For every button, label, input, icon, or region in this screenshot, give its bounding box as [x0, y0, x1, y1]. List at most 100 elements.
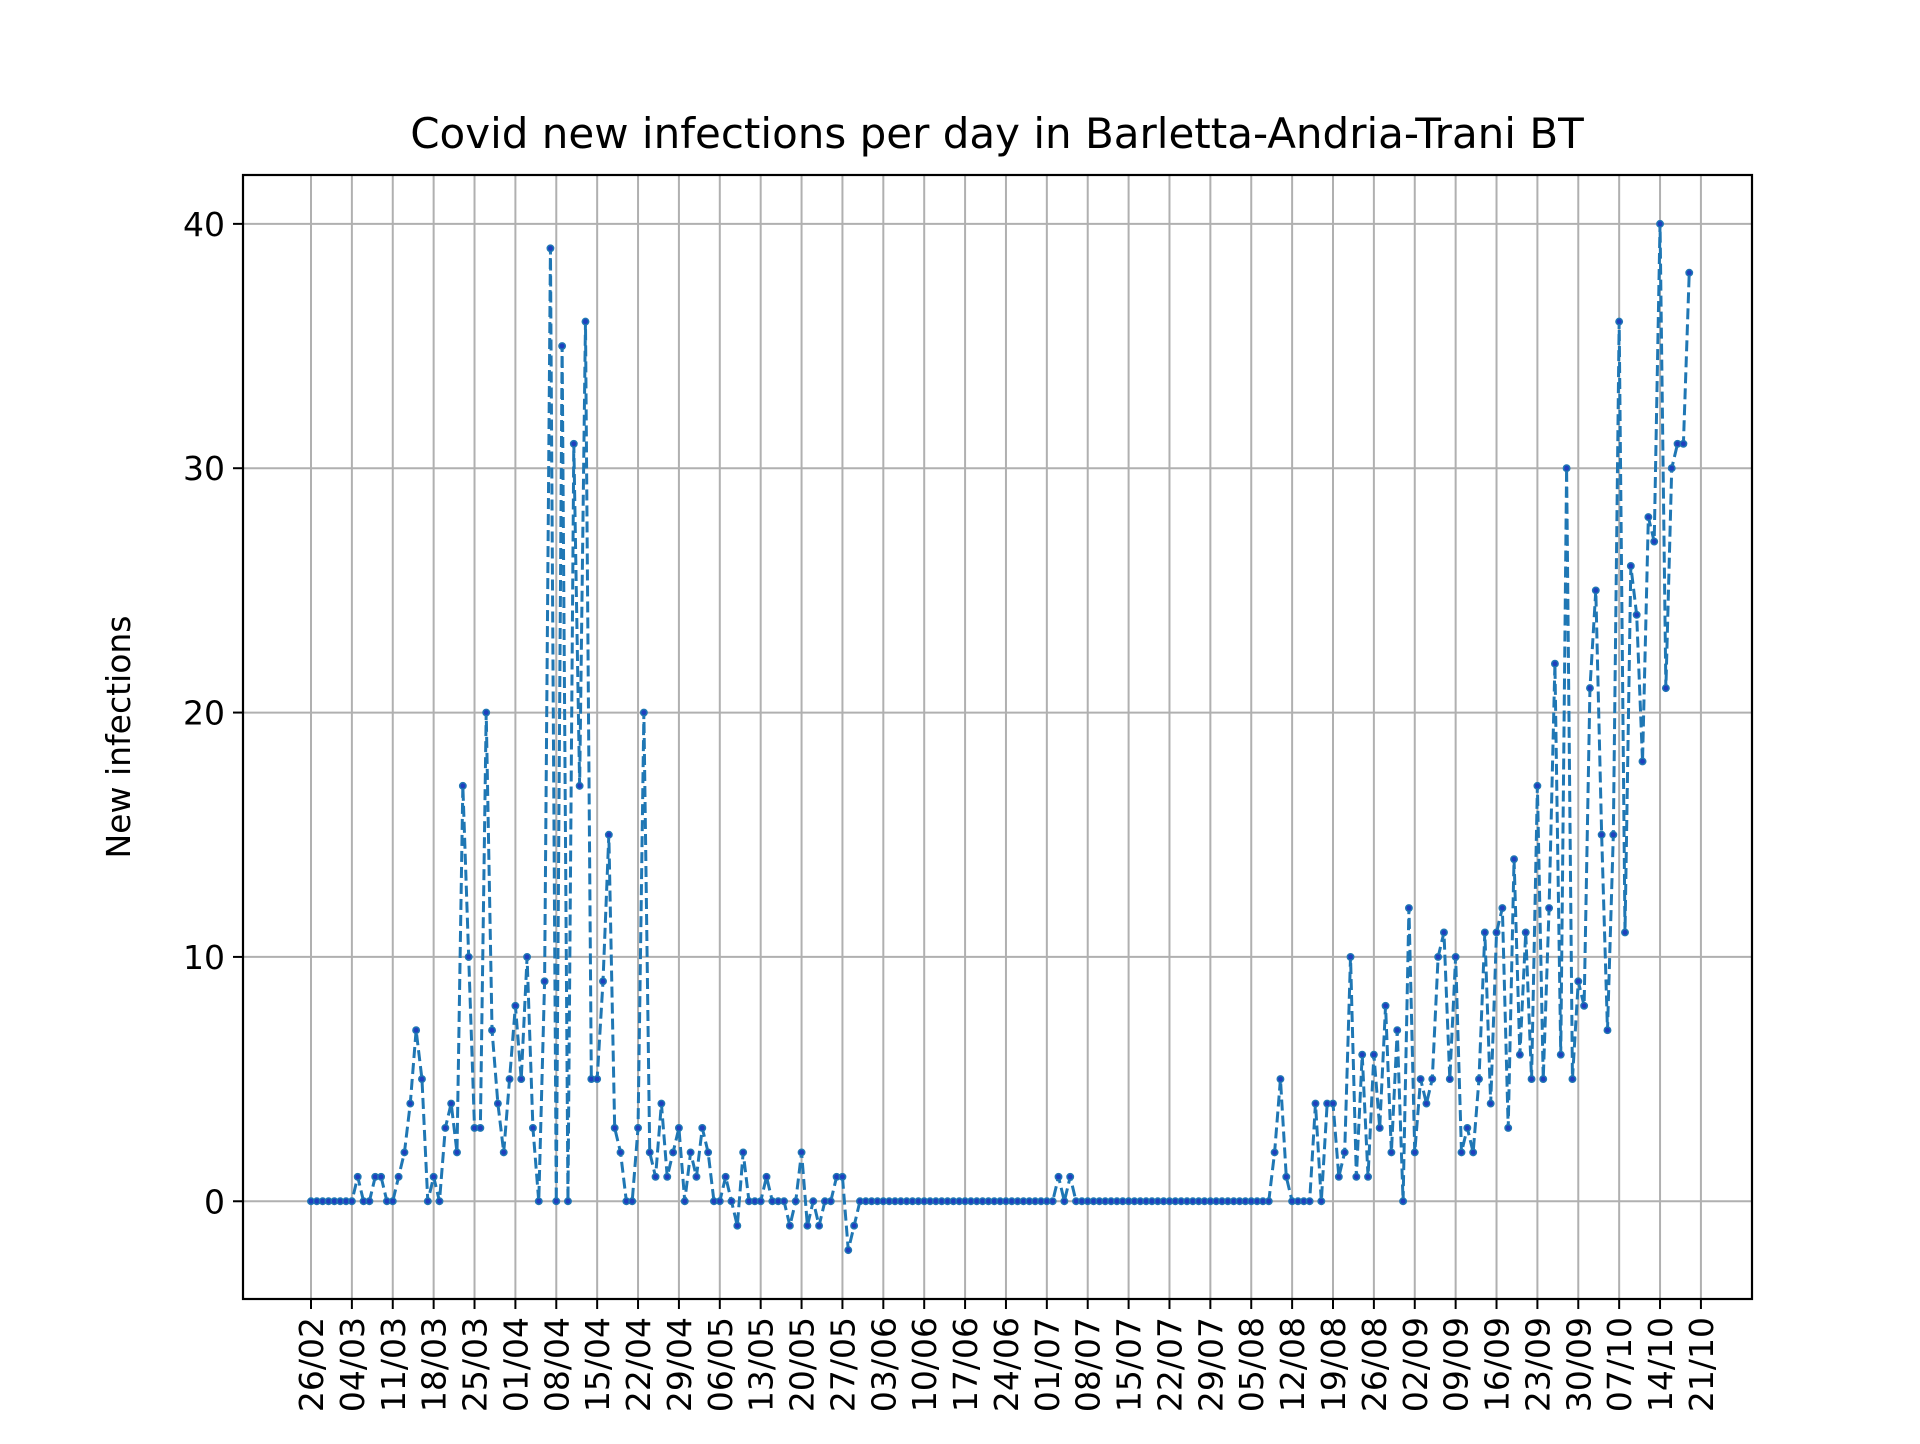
- data-point: [540, 977, 549, 986]
- data-point: [1445, 1075, 1454, 1084]
- x-tick-label: 26/02: [292, 1317, 331, 1412]
- data-point: [1621, 928, 1629, 937]
- data-point: [1340, 1148, 1349, 1157]
- data-point: [616, 1148, 625, 1157]
- data-point: [1667, 464, 1676, 473]
- data-point: [1381, 1001, 1390, 1010]
- data-point: [1615, 317, 1624, 326]
- data-point: [412, 1026, 421, 1035]
- x-tick-label: 06/05: [701, 1317, 740, 1412]
- data-point: [1270, 1148, 1279, 1157]
- y-axis-label: New infections: [99, 615, 138, 858]
- y-tick-label: 20: [183, 694, 225, 733]
- grid-layer: [243, 175, 1752, 1299]
- data-point: [1469, 1148, 1478, 1157]
- data-point: [1369, 1050, 1378, 1059]
- data-point: [604, 830, 613, 839]
- data-point: [499, 1148, 508, 1157]
- data-point: [1434, 952, 1443, 961]
- data-point: [1428, 1075, 1437, 1084]
- data-point: [517, 1075, 526, 1084]
- x-tick-label: 01/04: [496, 1317, 535, 1412]
- data-point: [447, 1099, 456, 1108]
- data-point: [1550, 659, 1559, 668]
- data-point: [353, 1172, 362, 1181]
- data-point: [552, 1197, 561, 1206]
- data-point: [785, 1221, 794, 1230]
- data-point: [482, 708, 491, 717]
- x-tick-label: 05/08: [1232, 1317, 1271, 1412]
- data-point: [1556, 1050, 1565, 1059]
- x-tick-label: 11/03: [374, 1317, 413, 1412]
- x-tick-label: 27/05: [823, 1317, 862, 1412]
- x-tick-label: 12/08: [1273, 1317, 1312, 1412]
- data-point: [663, 1172, 672, 1181]
- data-point: [686, 1148, 695, 1157]
- data-point: [1480, 928, 1489, 937]
- x-tick-label: 29/07: [1191, 1317, 1230, 1412]
- data-point: [628, 1197, 637, 1206]
- data-point: [762, 1172, 771, 1181]
- data-point: [581, 317, 590, 326]
- x-tick-label: 09/09: [1437, 1317, 1476, 1412]
- data-point: [1475, 1075, 1483, 1084]
- data-point: [809, 1197, 818, 1206]
- data-point: [546, 244, 555, 253]
- data-point: [826, 1197, 835, 1206]
- data-point: [1603, 1026, 1612, 1035]
- data-point: [756, 1197, 765, 1206]
- data-point: [1410, 1148, 1419, 1157]
- x-tick-label: 26/08: [1355, 1317, 1394, 1412]
- data-point: [488, 1026, 496, 1035]
- data-point: [1515, 1050, 1524, 1059]
- data-point: [610, 1124, 619, 1132]
- x-tick-label: 08/04: [537, 1317, 576, 1412]
- data-point: [815, 1221, 824, 1230]
- data-point: [791, 1197, 800, 1206]
- data-point: [476, 1124, 485, 1132]
- data-point: [564, 1197, 572, 1206]
- data-point: [511, 1001, 520, 1010]
- data-point: [1539, 1075, 1548, 1084]
- data-point: [1586, 684, 1594, 693]
- x-tick-label: 23/09: [1518, 1317, 1557, 1412]
- data-point: [645, 1148, 654, 1157]
- data-point: [1574, 977, 1583, 986]
- data-point: [1492, 928, 1501, 937]
- data-point: [435, 1197, 444, 1206]
- data-point: [1609, 830, 1618, 839]
- data-point: [528, 1124, 537, 1132]
- data-point: [1562, 464, 1571, 473]
- data-point: [1054, 1172, 1063, 1181]
- data-point: [1451, 952, 1460, 961]
- data-point: [844, 1246, 853, 1255]
- data-point: [365, 1197, 374, 1206]
- data-point: [1066, 1172, 1075, 1181]
- data-point: [1440, 928, 1448, 937]
- data-point: [1656, 219, 1664, 228]
- data-point: [803, 1221, 812, 1230]
- data-point: [1650, 537, 1659, 546]
- data-point: [1311, 1099, 1320, 1108]
- x-tick-label: 04/03: [333, 1317, 372, 1412]
- data-point: [634, 1124, 642, 1132]
- data-point: [464, 952, 473, 961]
- data-point: [704, 1148, 713, 1157]
- x-tick-label: 22/07: [1150, 1317, 1189, 1412]
- data-point: [423, 1197, 432, 1206]
- data-point: [347, 1197, 356, 1206]
- data-point: [1679, 439, 1688, 448]
- data-point: [593, 1075, 602, 1084]
- data-point: [377, 1172, 386, 1181]
- data-point: [674, 1124, 683, 1132]
- data-point: [838, 1172, 847, 1181]
- data-point: [1358, 1050, 1367, 1059]
- data-point: [1626, 562, 1635, 570]
- series-line: [311, 223, 1691, 1251]
- data-point: [534, 1197, 543, 1206]
- x-tick-label: 22/04: [619, 1317, 658, 1412]
- data-point: [1375, 1124, 1384, 1132]
- data-point: [394, 1172, 403, 1181]
